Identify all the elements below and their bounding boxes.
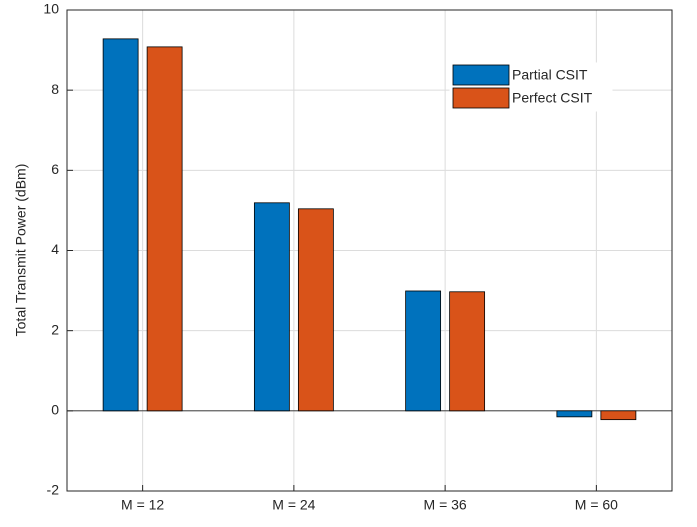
bar (102, 38, 139, 412)
y-tick-label: 2 (51, 321, 59, 337)
legend-swatch (452, 87, 510, 109)
y-tick-label: 4 (51, 241, 59, 257)
y-tick-label: 0 (51, 402, 59, 418)
bar (297, 208, 334, 412)
bar (556, 410, 593, 418)
bar (600, 410, 637, 421)
y-tick-label: 10 (43, 1, 59, 17)
bar (449, 291, 486, 412)
y-axis-label: Total Transmit Power (dBm) (13, 164, 29, 337)
y-tick-label: 8 (51, 81, 59, 97)
legend-label: Partial CSIT (512, 67, 588, 83)
bar (253, 202, 290, 412)
legend-label: Perfect CSIT (512, 90, 593, 106)
y-tick-label: -2 (47, 482, 60, 498)
legend-swatch (452, 64, 510, 86)
x-tick-label: M = 60 (575, 497, 618, 513)
bar (146, 46, 183, 412)
bar (405, 290, 442, 412)
x-tick-label: M = 24 (272, 497, 315, 513)
plot-frame (66, 9, 673, 492)
x-tick-label: M = 36 (424, 497, 467, 513)
y-tick-label: 6 (51, 161, 59, 177)
x-tick-label: M = 12 (121, 497, 164, 513)
